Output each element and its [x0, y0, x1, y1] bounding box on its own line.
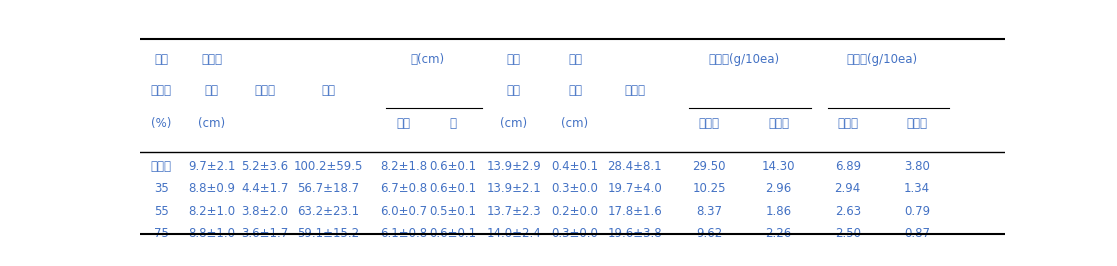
Text: 2.96: 2.96	[765, 182, 792, 195]
Text: 길이: 길이	[507, 84, 521, 97]
Text: 14.30: 14.30	[762, 160, 795, 173]
Text: 잎수: 잎수	[322, 84, 335, 97]
Text: 0.6±0.1: 0.6±0.1	[429, 182, 477, 195]
Text: 뿌리: 뿌리	[507, 53, 521, 66]
Text: 지하부: 지하부	[768, 117, 789, 130]
Text: 1.86: 1.86	[765, 205, 792, 218]
Text: 폭: 폭	[449, 117, 457, 130]
Text: 13.9±2.1: 13.9±2.1	[486, 182, 541, 195]
Text: 0.6±0.1: 0.6±0.1	[429, 160, 477, 173]
Text: 3.6±1.7: 3.6±1.7	[241, 227, 289, 240]
Text: 길이: 길이	[397, 117, 411, 130]
Text: 0.4±0.1: 0.4±0.1	[552, 160, 599, 173]
Text: 지하부: 지하부	[907, 117, 927, 130]
Text: (cm): (cm)	[198, 117, 225, 130]
Text: 2.50: 2.50	[834, 227, 861, 240]
Text: 17.8±1.6: 17.8±1.6	[608, 205, 662, 218]
Text: 직경: 직경	[569, 84, 582, 97]
Text: 28.4±8.1: 28.4±8.1	[608, 160, 662, 173]
Text: 0.2±0.0: 0.2±0.0	[552, 205, 599, 218]
Text: 처리구: 처리구	[151, 84, 172, 97]
Text: 길이: 길이	[204, 84, 219, 97]
Text: 5.2±3.6: 5.2±3.6	[241, 160, 288, 173]
Text: 63.2±23.1: 63.2±23.1	[297, 205, 360, 218]
Text: 9.7±2.1: 9.7±2.1	[188, 160, 236, 173]
Text: 뿌리수: 뿌리수	[624, 84, 646, 97]
Text: 2.63: 2.63	[834, 205, 861, 218]
Text: 지상부: 지상부	[699, 117, 719, 130]
Text: 6.7±0.8: 6.7±0.8	[380, 182, 427, 195]
Text: 8.2±1.0: 8.2±1.0	[188, 205, 235, 218]
Text: 6.89: 6.89	[834, 160, 861, 173]
Text: 건물중(g/10ea): 건물중(g/10ea)	[847, 53, 918, 66]
Text: 6.1±0.8: 6.1±0.8	[380, 227, 427, 240]
Text: 0.3±0.0: 0.3±0.0	[552, 182, 599, 195]
Text: 0.3±0.0: 0.3±0.0	[552, 227, 599, 240]
Text: 잎(cm): 잎(cm)	[411, 53, 445, 66]
Text: 지상부: 지상부	[838, 117, 858, 130]
Text: 8.2±1.8: 8.2±1.8	[380, 160, 427, 173]
Text: (%): (%)	[151, 117, 171, 130]
Text: 3.8±2.0: 3.8±2.0	[241, 205, 288, 218]
Text: 19.6±3.8: 19.6±3.8	[608, 227, 662, 240]
Text: 1.34: 1.34	[904, 182, 930, 195]
Text: 56.7±18.7: 56.7±18.7	[297, 182, 360, 195]
Text: 신초수: 신초수	[255, 84, 276, 97]
Text: 8.8±1.0: 8.8±1.0	[188, 227, 235, 240]
Text: 대조구: 대조구	[151, 160, 172, 173]
Text: 2.26: 2.26	[765, 227, 792, 240]
Text: 차광: 차광	[154, 53, 169, 66]
Text: 13.9±2.9: 13.9±2.9	[486, 160, 541, 173]
Text: 0.79: 0.79	[904, 205, 930, 218]
Text: 뿌리: 뿌리	[569, 53, 582, 66]
Text: 8.37: 8.37	[696, 205, 723, 218]
Text: 35: 35	[154, 182, 169, 195]
Text: 29.50: 29.50	[693, 160, 726, 173]
Text: 2.94: 2.94	[834, 182, 861, 195]
Text: 14.0±2.4: 14.0±2.4	[486, 227, 541, 240]
Text: 10.25: 10.25	[693, 182, 726, 195]
Text: 9.62: 9.62	[696, 227, 723, 240]
Text: 55: 55	[154, 205, 169, 218]
Text: 생체중(g/10ea): 생체중(g/10ea)	[708, 53, 780, 66]
Text: 지상부: 지상부	[201, 53, 222, 66]
Text: 100.2±59.5: 100.2±59.5	[294, 160, 363, 173]
Text: (cm): (cm)	[562, 117, 589, 130]
Text: (cm): (cm)	[500, 117, 527, 130]
Text: 0.6±0.1: 0.6±0.1	[429, 227, 477, 240]
Text: 6.0±0.7: 6.0±0.7	[380, 205, 427, 218]
Text: 4.4±1.7: 4.4±1.7	[241, 182, 289, 195]
Text: 19.7±4.0: 19.7±4.0	[608, 182, 662, 195]
Text: 8.8±0.9: 8.8±0.9	[188, 182, 235, 195]
Text: 13.7±2.3: 13.7±2.3	[486, 205, 541, 218]
Text: 75: 75	[154, 227, 169, 240]
Text: 59.1±15.2: 59.1±15.2	[297, 227, 360, 240]
Text: 0.87: 0.87	[904, 227, 930, 240]
Text: 0.5±0.1: 0.5±0.1	[430, 205, 477, 218]
Text: 3.80: 3.80	[904, 160, 930, 173]
